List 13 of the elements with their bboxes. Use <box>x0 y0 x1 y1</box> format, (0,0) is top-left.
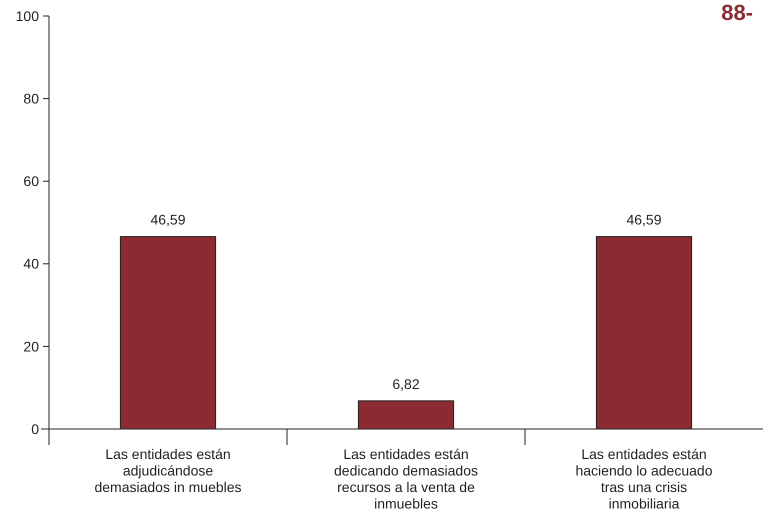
y-tick-label: 60 <box>23 173 40 190</box>
x-tick-label: Las entidades están adjudicándose demasiados in muebles <box>94 446 242 495</box>
y-tick-label: 0 <box>31 420 40 437</box>
y-tick-label: 100 <box>16 8 40 24</box>
x-tick-label: Las entidades están dedicando demasiados recursos a la venta de inmuebles <box>334 446 478 512</box>
data-label: 46,59 <box>626 212 662 228</box>
y-tick-label: 20 <box>23 338 40 354</box>
data-label: 6,82 <box>392 376 420 392</box>
y-tick-label: 40 <box>23 256 40 272</box>
annotation: 88- <box>721 0 753 25</box>
x-tick-label: Las entidades están haciendo lo adecuado tras una crisis inmobiliaria <box>575 446 713 512</box>
y-tick-label: 80 <box>23 90 40 106</box>
data-label: 46,59 <box>150 212 186 228</box>
